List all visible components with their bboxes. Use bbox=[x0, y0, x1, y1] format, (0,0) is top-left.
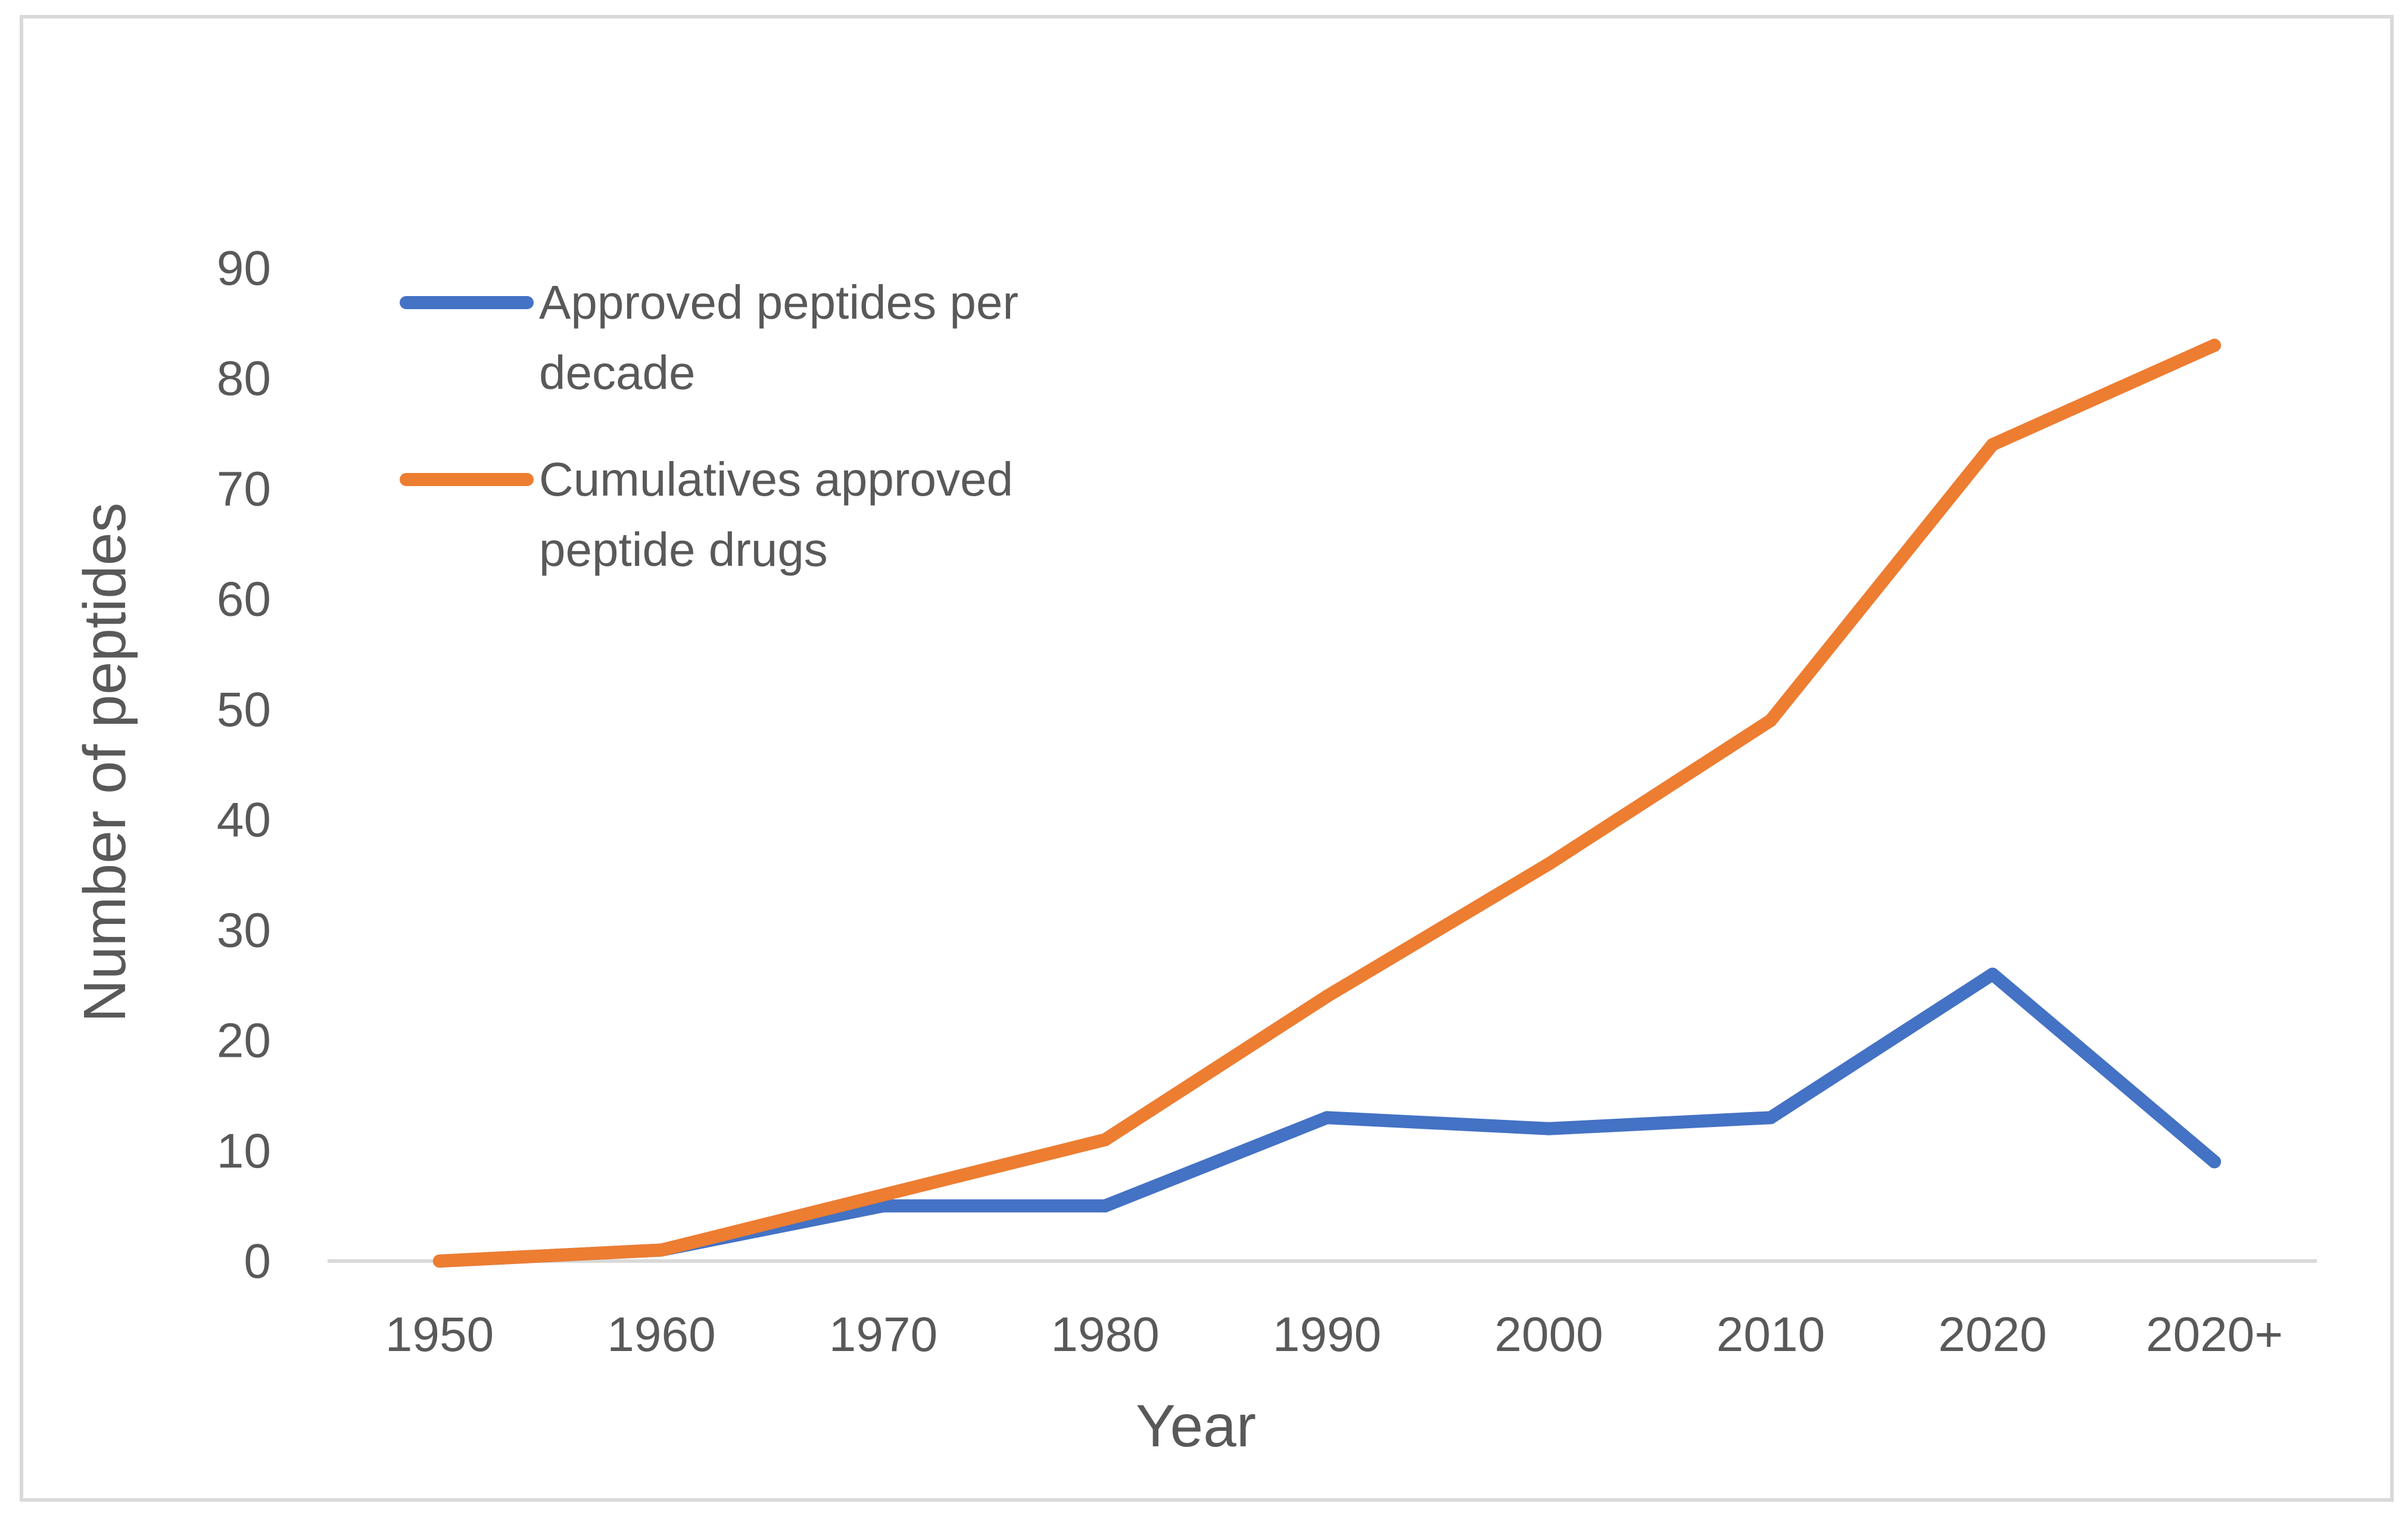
x-axis-title: Year bbox=[1136, 1393, 1256, 1459]
y-tick-label: 50 bbox=[217, 683, 271, 737]
legend-label: Cumulatives approved bbox=[539, 453, 1013, 506]
chart-border bbox=[20, 15, 2394, 1502]
y-tick-label: 10 bbox=[217, 1124, 271, 1178]
data-point bbox=[2208, 338, 2221, 352]
data-point bbox=[1098, 1133, 1112, 1147]
x-tick-label: 2010 bbox=[1717, 1308, 1825, 1362]
y-axis-title: Number of peptides bbox=[71, 503, 138, 1023]
y-tick-label: 90 bbox=[217, 241, 271, 295]
legend-label: Approved peptides per bbox=[539, 276, 1018, 329]
data-point bbox=[433, 1255, 446, 1268]
x-tick-label: 2020 bbox=[1938, 1308, 2046, 1362]
data-point bbox=[1542, 1122, 1556, 1135]
data-point bbox=[1986, 438, 1999, 452]
x-tick-label: 1970 bbox=[829, 1308, 937, 1362]
x-tick-label: 1980 bbox=[1051, 1308, 1159, 1362]
x-tick-label: 1990 bbox=[1273, 1308, 1381, 1362]
legend-label: decade bbox=[539, 346, 695, 399]
data-point bbox=[1098, 1199, 1112, 1213]
data-point bbox=[1986, 967, 1999, 981]
series-lines bbox=[433, 338, 2221, 1268]
data-point bbox=[877, 1199, 890, 1213]
x-tick-label: 2020+ bbox=[2146, 1308, 2283, 1362]
y-tick-label: 0 bbox=[244, 1234, 271, 1288]
legend: Approved peptides per decade Cumulatives a… bbox=[400, 276, 1018, 576]
data-point bbox=[1542, 857, 1556, 871]
y-tick-label: 40 bbox=[217, 793, 271, 847]
data-point bbox=[1320, 1111, 1334, 1125]
x-tick-label: 1960 bbox=[607, 1308, 715, 1362]
data-point bbox=[1764, 1111, 1777, 1125]
x-tick-label: 1950 bbox=[385, 1308, 494, 1362]
y-tick-label: 60 bbox=[217, 572, 271, 627]
y-tick-label: 30 bbox=[217, 903, 271, 957]
data-point bbox=[877, 1188, 890, 1201]
y-tick-label: 70 bbox=[217, 462, 271, 516]
data-point bbox=[2208, 1155, 2221, 1169]
x-tick-label: 2000 bbox=[1494, 1308, 1603, 1362]
data-point bbox=[655, 1243, 668, 1257]
y-axis-ticks: 0 10 20 30 40 50 60 70 80 90 bbox=[217, 241, 271, 1288]
data-point bbox=[1764, 714, 1777, 727]
data-point bbox=[1320, 989, 1334, 1003]
legend-label: peptide drugs bbox=[539, 523, 828, 576]
y-tick-label: 80 bbox=[217, 351, 271, 406]
x-axis-ticks: 1950 1960 1970 1980 1990 2000 2010 2020 2020+ bbox=[385, 1308, 2283, 1362]
y-tick-label: 20 bbox=[217, 1014, 271, 1068]
